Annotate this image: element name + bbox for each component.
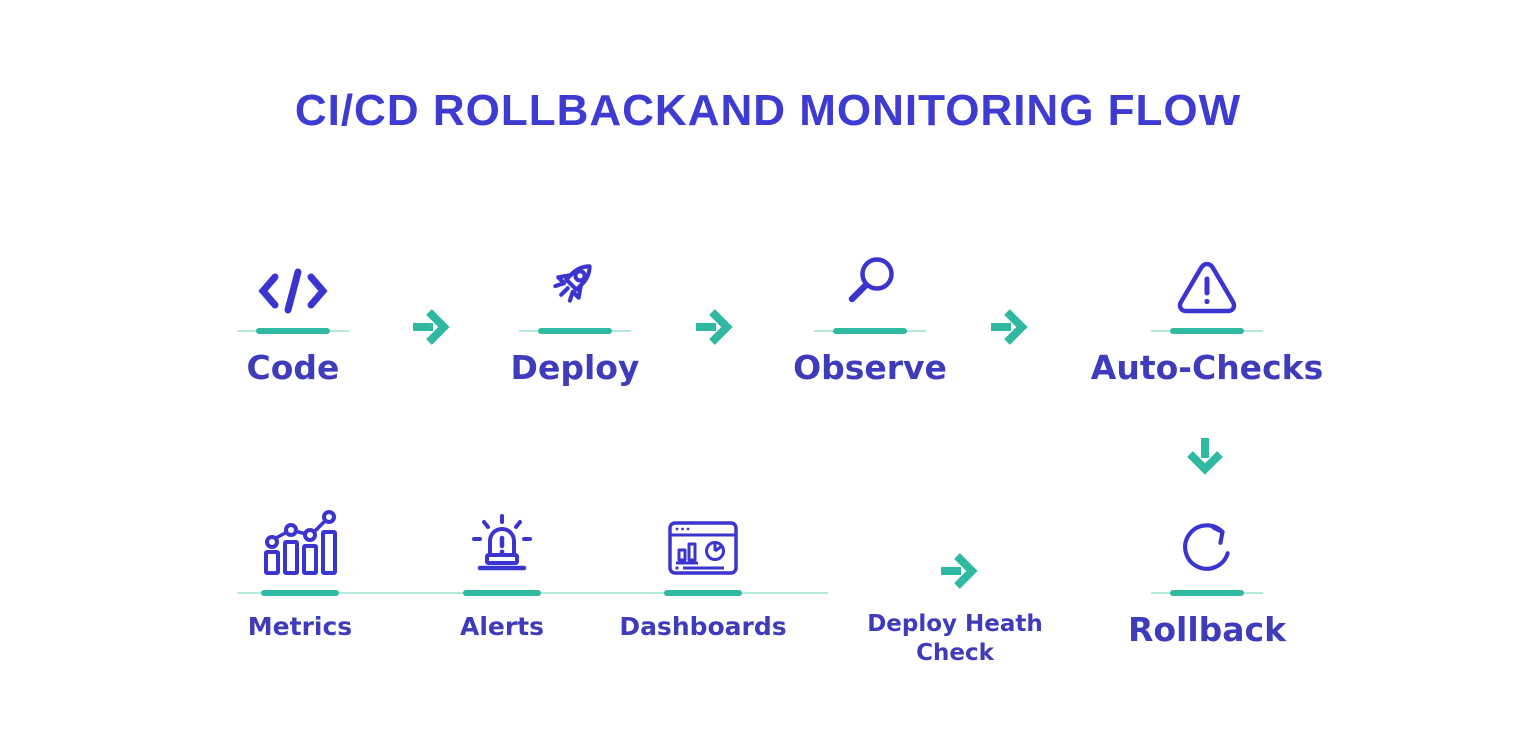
down-arrow-icon — [1183, 433, 1227, 477]
magnifier-icon — [839, 248, 901, 316]
health-check-label: Deploy Heath Check — [867, 611, 1043, 667]
flow-step-metrics: Metrics — [200, 498, 400, 641]
flow-step-dashboards: Dashboards — [603, 498, 803, 641]
row2-underline-segment — [261, 590, 339, 596]
flow-step-label: Deploy — [510, 348, 640, 387]
flow-step-code: Code — [178, 248, 408, 387]
right-arrow-icon — [986, 305, 1030, 349]
row2-underline-segment — [463, 590, 541, 596]
flow-step-alerts: Alerts — [402, 498, 602, 641]
flow-step-label: Auto-Checks — [1090, 348, 1324, 387]
row2-underline-segment — [664, 590, 742, 596]
right-arrow-icon — [691, 305, 735, 349]
flow-step-observe: Observe — [755, 248, 985, 387]
step-underline — [237, 328, 349, 334]
refresh-icon — [1176, 508, 1238, 578]
flow-step-label: Dashboards — [619, 612, 787, 641]
flow-step-label: Alerts — [459, 612, 545, 641]
diagram-title: CI/CD ROLLBACKAND MONITORING FLOW — [294, 86, 1242, 135]
siren-icon — [467, 498, 537, 578]
flow-step-auto-checks: Auto-Checks — [1090, 248, 1324, 387]
flow-step-label: Metrics — [247, 612, 353, 641]
bar-chart-icon — [259, 498, 341, 578]
flow-step-label: Observe — [793, 348, 947, 387]
step-underline — [519, 328, 631, 334]
rocket-icon — [542, 248, 608, 316]
warning-triangle-icon — [1174, 248, 1240, 316]
flow-step-deploy: Deploy — [460, 248, 690, 387]
step-underline — [1151, 328, 1263, 334]
step-underline — [1151, 590, 1263, 596]
flow-step-rollback: Rollback — [1092, 508, 1322, 649]
flow-step-label: Rollback — [1127, 610, 1287, 649]
code-icon — [254, 248, 332, 316]
dashboard-window-icon — [666, 498, 740, 578]
right-arrow-icon — [408, 305, 452, 349]
right-arrow-icon — [936, 549, 980, 593]
step-underline — [814, 328, 926, 334]
flow-step-label: Code — [246, 348, 340, 387]
